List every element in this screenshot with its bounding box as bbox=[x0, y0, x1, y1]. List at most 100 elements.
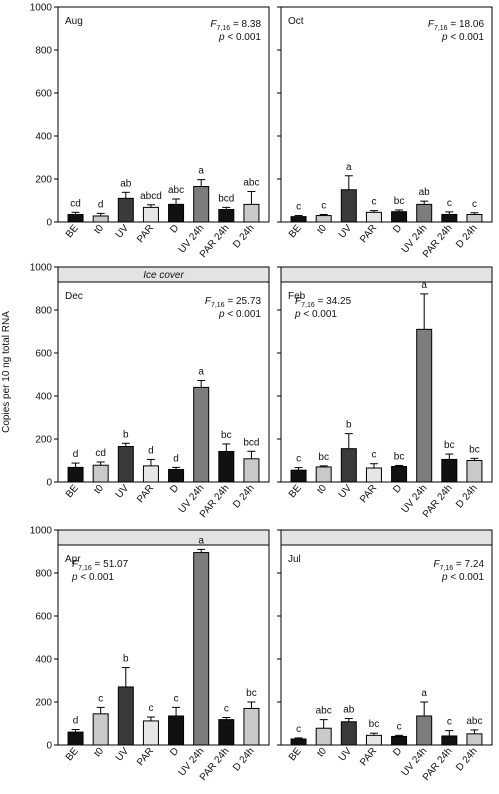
p-value: p < 0.001 bbox=[218, 309, 261, 320]
y-tick-label: 200 bbox=[35, 435, 52, 446]
significance-letter: a bbox=[198, 535, 204, 546]
significance-letter: abc bbox=[243, 177, 259, 188]
x-tick-label: t0 bbox=[315, 746, 329, 760]
y-tick-label: 800 bbox=[35, 569, 52, 580]
significance-letter: c bbox=[321, 200, 326, 211]
x-tick-label: UV bbox=[114, 483, 132, 501]
bar-be bbox=[67, 731, 84, 746]
significance-letter: b bbox=[346, 420, 352, 431]
y-tick-label: 0 bbox=[46, 218, 52, 229]
y-tick-label: 400 bbox=[35, 132, 52, 143]
bar-par bbox=[142, 720, 159, 746]
significance-letter: c bbox=[447, 717, 452, 728]
bar-t0 bbox=[92, 215, 109, 223]
significance-letter: c bbox=[472, 199, 477, 210]
significance-letter: c bbox=[371, 450, 376, 461]
panel-banner bbox=[57, 529, 270, 546]
significance-letter: abc bbox=[466, 716, 482, 727]
bar-par-24h bbox=[218, 209, 235, 223]
x-tick-label: PAR bbox=[135, 746, 156, 768]
x-tick-label: PAR bbox=[358, 483, 379, 505]
y-tick-label: 200 bbox=[35, 698, 52, 709]
x-tick-label: BE bbox=[287, 223, 304, 241]
x-tick-label: D bbox=[391, 223, 404, 236]
y-tick-label: 1000 bbox=[30, 3, 53, 14]
panel-title: Oct bbox=[288, 16, 304, 27]
bar-d-24h bbox=[466, 213, 483, 223]
x-tick-label: t0 bbox=[315, 223, 329, 237]
x-tick-label: t0 bbox=[92, 746, 106, 760]
panel-banner bbox=[280, 266, 493, 283]
significance-letter: c bbox=[296, 454, 301, 465]
significance-letter: d bbox=[73, 716, 79, 727]
significance-letter: bc bbox=[394, 196, 405, 207]
bar-be bbox=[67, 466, 84, 483]
bar-uv-24h bbox=[193, 386, 210, 483]
significance-letter: d bbox=[173, 453, 179, 464]
y-tick-label: 600 bbox=[35, 349, 52, 360]
bar-par bbox=[365, 734, 382, 746]
p-value: p < 0.001 bbox=[218, 32, 261, 43]
p-value: p < 0.001 bbox=[441, 32, 484, 43]
panel-frame bbox=[57, 529, 270, 746]
bar-uv bbox=[117, 197, 134, 223]
y-tick-label: 1000 bbox=[30, 263, 53, 274]
significance-letter: b bbox=[123, 429, 129, 440]
y-tick-label: 200 bbox=[35, 175, 52, 186]
significance-letter: c bbox=[174, 693, 179, 704]
bar-d-24h bbox=[243, 203, 260, 223]
bar-d-24h bbox=[243, 707, 260, 746]
bar-be bbox=[290, 216, 307, 223]
panel-frame bbox=[280, 6, 493, 223]
bar-be bbox=[290, 469, 307, 483]
significance-letter: bc bbox=[246, 688, 257, 699]
significance-letter: a bbox=[421, 280, 427, 291]
bar-par-24h bbox=[441, 735, 458, 746]
significance-letter: abcd bbox=[140, 191, 162, 202]
x-tick-label: t0 bbox=[315, 483, 329, 497]
f-statistic: F7,16 = 7.24 bbox=[433, 559, 484, 572]
panel-oct: Oct F7,16 = 18.06p < 0.001 c BE c t0 a UV c PAR bc… bbox=[277, 6, 493, 260]
significance-letter: c bbox=[371, 197, 376, 208]
bar-t0 bbox=[92, 464, 109, 483]
bar-d-24h bbox=[466, 733, 483, 746]
x-tick-label: BE bbox=[64, 223, 81, 241]
x-tick-label: PAR bbox=[358, 746, 379, 768]
significance-letter: c bbox=[296, 724, 301, 735]
bar-t0 bbox=[92, 713, 109, 746]
y-tick-label: 800 bbox=[35, 46, 52, 57]
x-tick-label: BE bbox=[64, 483, 81, 501]
panel-title: Jul bbox=[288, 554, 301, 565]
panel-title: Dec bbox=[65, 291, 83, 302]
significance-letter: abc bbox=[168, 185, 184, 196]
x-tick-label: UV bbox=[337, 746, 355, 764]
significance-letter: bcd bbox=[243, 437, 259, 448]
x-tick-label: UV bbox=[114, 223, 132, 241]
bar-par-24h bbox=[441, 458, 458, 483]
x-tick-label: D 24h bbox=[231, 483, 257, 511]
bar-par bbox=[365, 211, 382, 223]
significance-letter: c bbox=[224, 703, 229, 714]
panel-title: Feb bbox=[288, 291, 306, 302]
x-tick-label: PAR bbox=[135, 483, 156, 505]
panel-jul: Jul F7,16 = 7.24p < 0.001 c BE abc t0 ab UV bc PA… bbox=[277, 529, 493, 783]
panel-aug: 0 200 400 600 800 1000 Aug F7,16 = 8.38p < 0.00… bbox=[30, 3, 270, 260]
significance-letter: b bbox=[123, 654, 129, 665]
bar-par bbox=[142, 465, 159, 483]
x-tick-label: D bbox=[391, 746, 404, 759]
bar-d bbox=[391, 466, 408, 483]
bar-uv bbox=[117, 686, 134, 746]
f-statistic: F7,16 = 51.07 bbox=[72, 559, 129, 572]
x-tick-label: D bbox=[168, 223, 181, 236]
significance-letter: a bbox=[198, 166, 204, 177]
y-tick-label: 600 bbox=[35, 89, 52, 100]
significance-letter: c bbox=[148, 703, 153, 714]
y-tick-label: 400 bbox=[35, 655, 52, 666]
x-tick-label: D 24h bbox=[231, 223, 257, 251]
panel-banner bbox=[57, 266, 270, 283]
x-tick-label: PAR bbox=[358, 223, 379, 245]
bar-be bbox=[67, 213, 84, 223]
bar-uv-24h bbox=[416, 328, 433, 483]
